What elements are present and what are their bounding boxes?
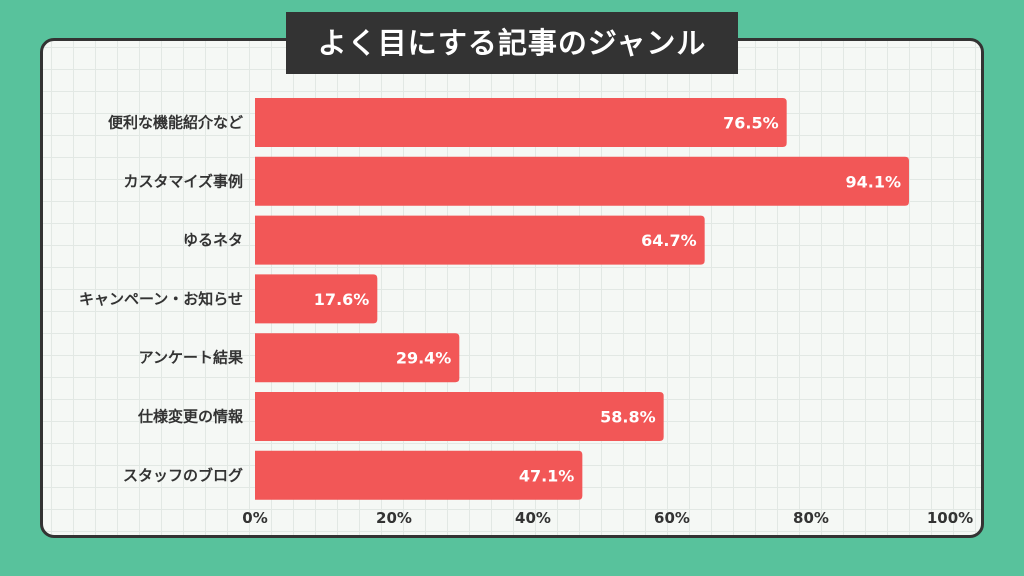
x-tick-label-40: 40% [515,509,551,527]
x-tick-label-0: 0% [242,509,267,527]
bar-7 [255,450,583,500]
category-label-1: 便利な機能紹介など [108,114,243,132]
category-label-3: ゆるネタ [183,231,243,249]
bar-1 [255,98,787,147]
chart-title: よく目にする記事のジャンル [286,12,738,74]
value-label-4: 17.6% [314,290,370,309]
value-label-3: 64.7% [641,231,697,250]
category-label-2: カスタマイズ事例 [123,172,243,190]
bar-4 [255,274,378,324]
bar-2 [255,156,909,206]
x-tick-label-20: 20% [376,509,412,527]
value-label-6: 58.8% [600,408,656,427]
category-label-6: 仕様変更の情報 [137,408,244,426]
bar-5 [255,333,460,383]
value-label-2: 94.1% [845,172,901,191]
category-label-5: アンケート結果 [139,349,244,367]
value-label-1: 76.5% [723,114,779,133]
value-label-7: 47.1% [519,466,575,485]
x-tick-label-100: 100% [927,509,973,527]
bar-3 [255,215,705,265]
x-tick-label-80: 80% [793,509,829,527]
category-label-7: スタッフのブログ [123,466,243,484]
x-tick-label-60: 60% [654,509,690,527]
category-label-4: キャンペーン・お知らせ [79,290,243,308]
bar-6 [255,392,664,441]
value-label-5: 29.4% [396,349,452,368]
